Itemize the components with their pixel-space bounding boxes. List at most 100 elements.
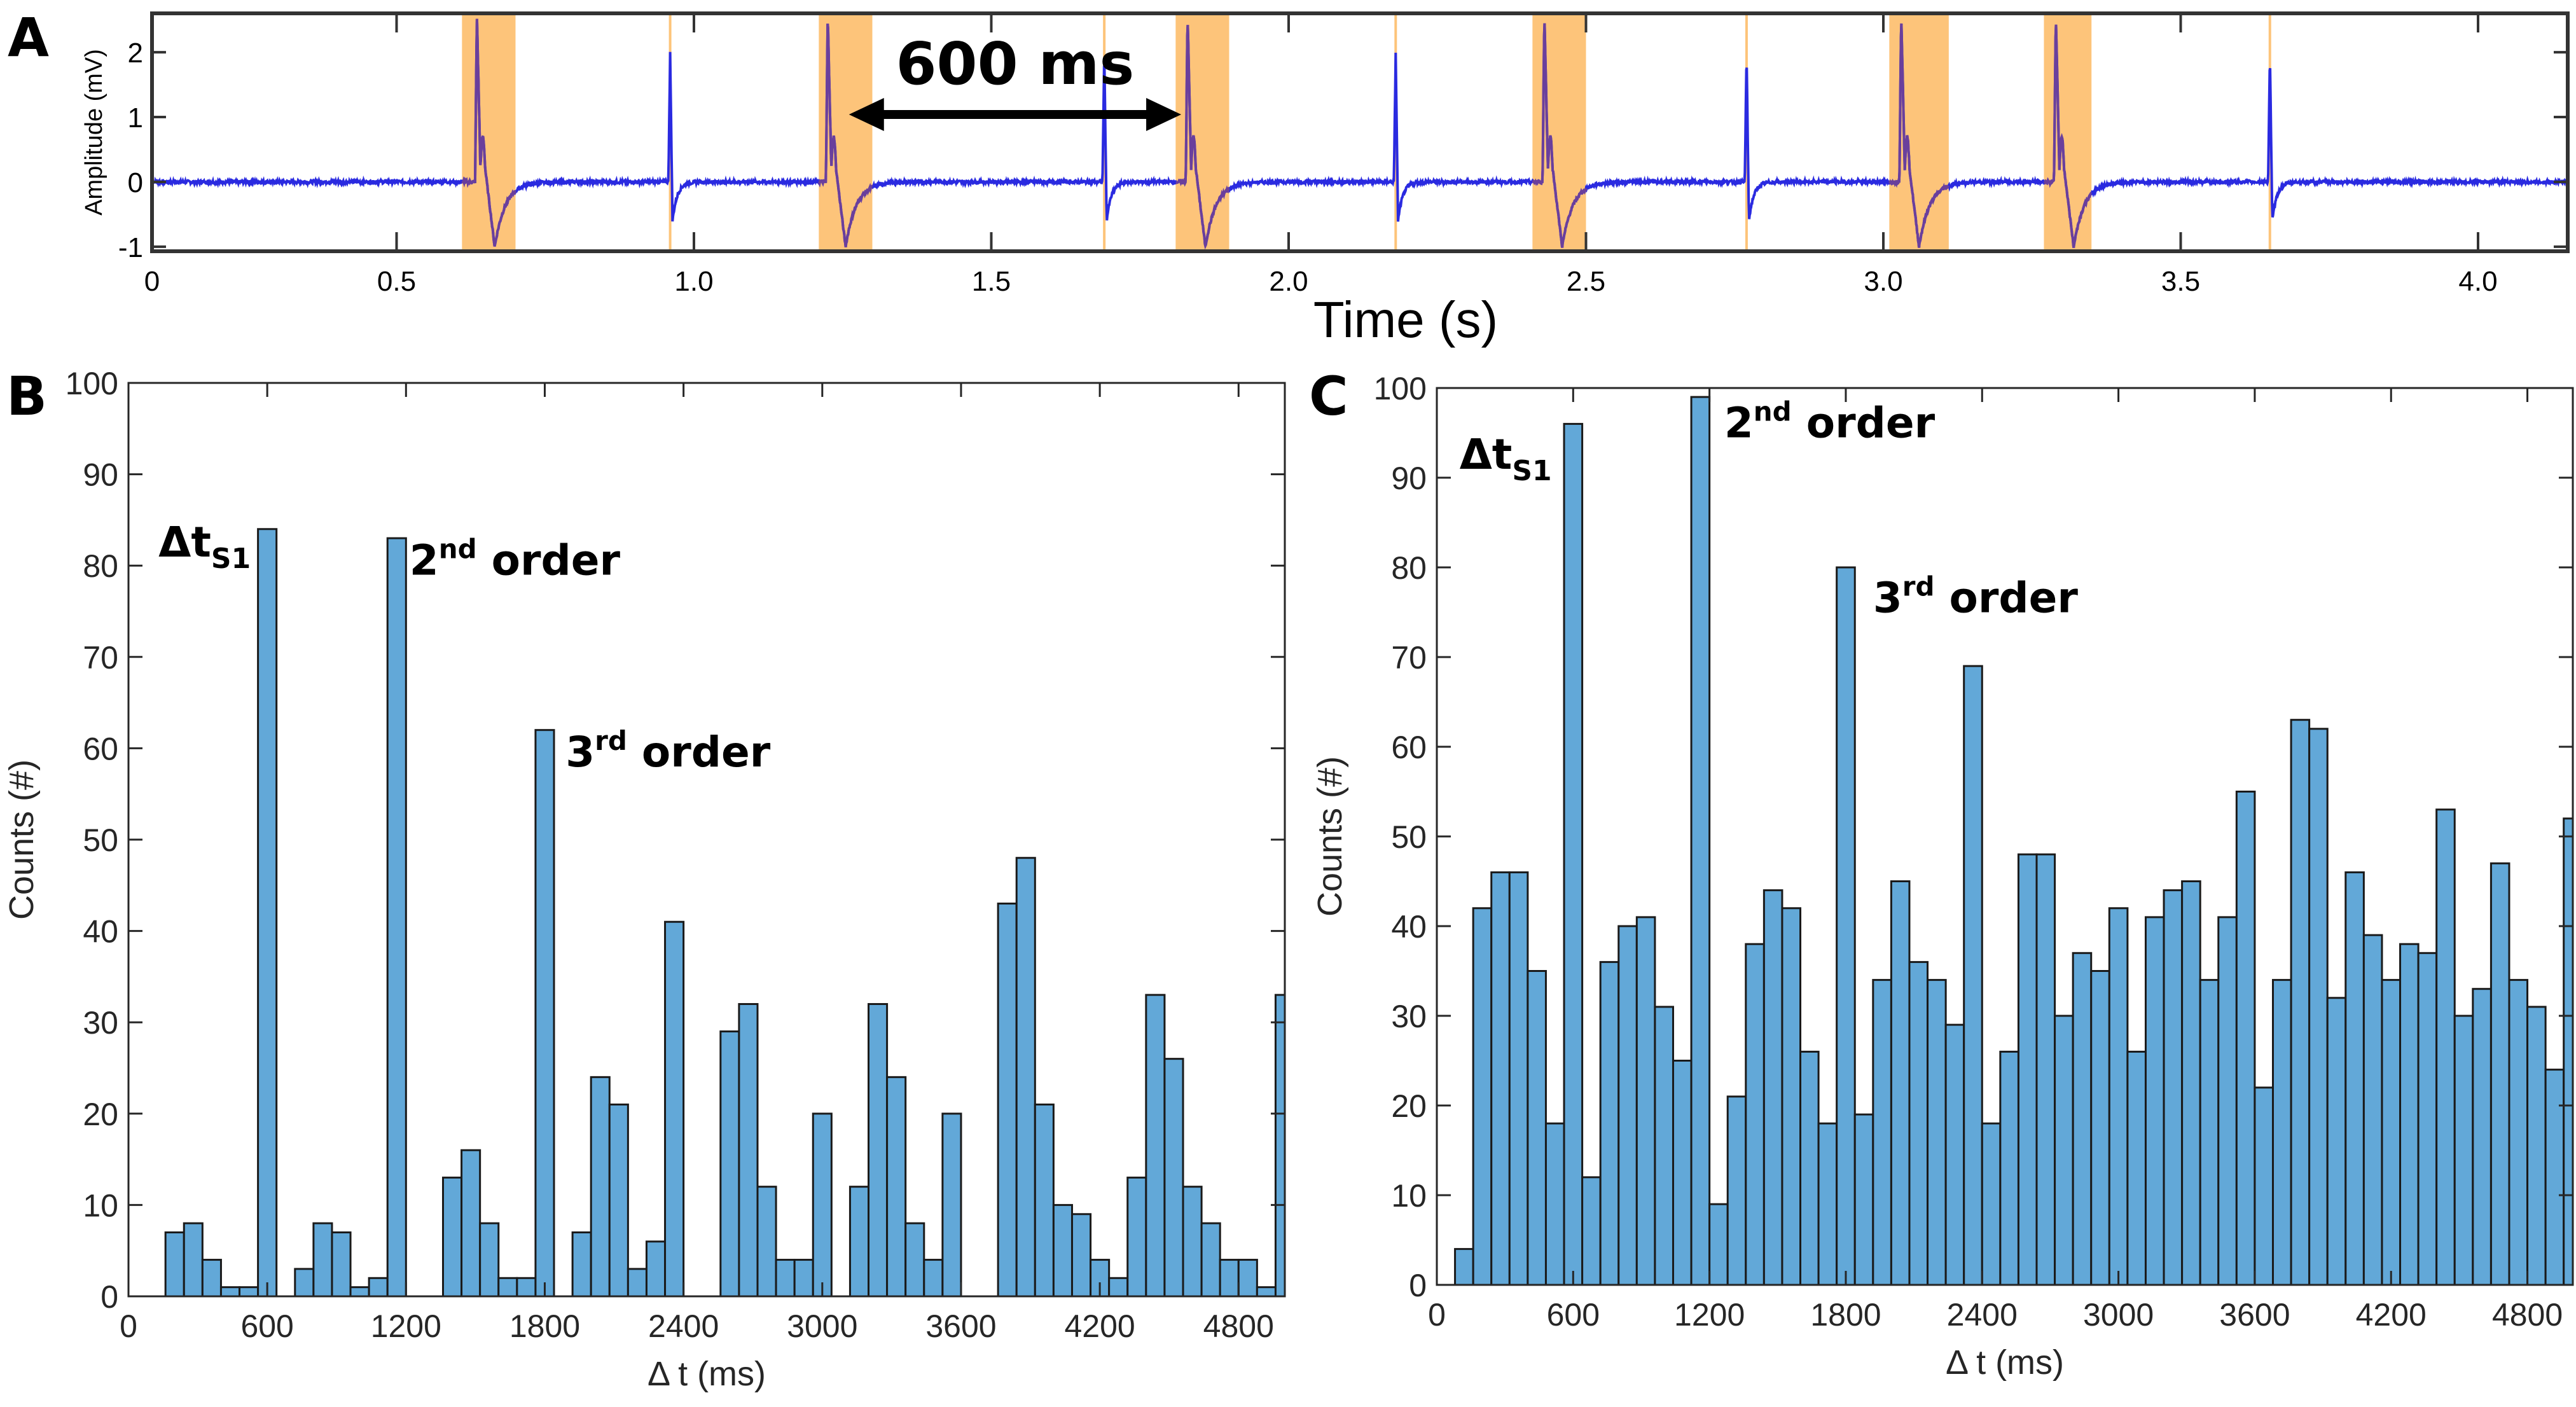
- plot-area: [128, 383, 1285, 1296]
- histogram-bar: [1219, 1259, 1240, 1298]
- histogram-bar: [608, 1103, 629, 1298]
- x-tick-label: 2.5: [1567, 266, 1605, 297]
- histogram-bar: [1274, 994, 1286, 1298]
- voltage-trace: [151, 18, 2569, 249]
- x-tick-label: 3000: [787, 1308, 857, 1344]
- histogram-bar: [1544, 1122, 1565, 1286]
- x-tick-label: 0: [144, 266, 160, 297]
- y-tick-label: 30: [83, 1005, 118, 1041]
- histogram-bar: [2199, 979, 2220, 1286]
- histogram-bar: [1599, 960, 1620, 1286]
- histogram-bar: [848, 1186, 870, 1298]
- histogram-bar: [479, 1222, 500, 1298]
- histogram-bar: [1745, 943, 1765, 1286]
- histogram-bar: [1635, 916, 1656, 1286]
- panel-c-histogram: C 0 600 1200 1800 2400 3000 3600 4200 4800 0 10 20 30…: [1309, 365, 2574, 1382]
- histogram-bar: [1454, 1248, 1474, 1286]
- histogram-bar: [645, 1240, 667, 1298]
- histogram-bar: [2326, 997, 2347, 1286]
- y-tick-label: 80: [83, 548, 118, 584]
- x-tick-label: 4200: [1065, 1308, 1135, 1344]
- x-tick-label: 4.0: [2458, 266, 2497, 297]
- x-tick-label: 4800: [2492, 1297, 2563, 1333]
- y-tick-label: 60: [83, 731, 118, 766]
- y-tick-label: 80: [1391, 550, 1427, 586]
- y-axis-label: Counts (#): [3, 759, 41, 920]
- histogram-bar: [516, 1277, 537, 1298]
- histogram-bar: [1200, 1222, 1221, 1298]
- histogram-bar: [183, 1222, 204, 1298]
- histogram-bar: [664, 920, 685, 1298]
- y-tick-label: -1: [118, 232, 143, 263]
- histogram-bar: [1690, 396, 1711, 1286]
- histogram-bar: [2508, 979, 2529, 1286]
- histogram-bar: [164, 1231, 185, 1298]
- y-tick-label: 0: [100, 1279, 118, 1315]
- x-tick-label: 0.5: [377, 266, 416, 297]
- y-tick-label: 50: [83, 822, 118, 858]
- y-tick-label: 90: [83, 457, 118, 493]
- histogram-bar: [2126, 1050, 2147, 1286]
- peak-annotation: ΔtS1: [1460, 430, 1552, 487]
- histogram-bar: [239, 1286, 260, 1298]
- annotation-main: 3: [1873, 574, 1902, 623]
- histogram-bar: [1237, 1259, 1258, 1298]
- histogram-bar: [2163, 889, 2184, 1286]
- y-axis-label: Counts (#): [1311, 756, 1349, 917]
- y-tick-label: 30: [1391, 999, 1427, 1034]
- histogram-bar: [497, 1277, 518, 1298]
- highlighted-trace-segment: [1532, 23, 1588, 248]
- histogram-bar: [2072, 952, 2093, 1286]
- histogram-bar: [2453, 1015, 2474, 1286]
- interval-label: 600 ms: [896, 30, 1135, 98]
- histogram-bar: [1817, 1122, 1838, 1286]
- histogram-bar: [1981, 1122, 2002, 1286]
- histogram-bar: [1944, 1023, 1965, 1286]
- histogram-bar: [1182, 1186, 1203, 1298]
- highlighted-trace-segment: [1175, 25, 1230, 249]
- y-axis-label: Amplitude (mV): [81, 49, 107, 216]
- x-tick-label: 4200: [2356, 1297, 2427, 1333]
- histogram-bar: [1034, 1103, 1055, 1298]
- peak-annotation: 3rd order: [1873, 571, 2079, 623]
- x-tick-label: 3600: [925, 1308, 996, 1344]
- histogram-bar: [1052, 1203, 1073, 1298]
- histogram-bar: [627, 1268, 647, 1298]
- histogram-bar: [534, 729, 555, 1298]
- x-axis-label: Time (s): [1313, 291, 1498, 348]
- histogram-bar: [2181, 880, 2201, 1286]
- histogram-bar: [2254, 1086, 2274, 1286]
- histogram-bar: [2271, 979, 2292, 1286]
- histogram-bar: [1490, 871, 1511, 1286]
- highlighted-trace-segment: [817, 24, 873, 247]
- peak-annotation: 2nd order: [410, 534, 621, 585]
- histogram-bar: [2144, 916, 2165, 1286]
- histogram-bar: [1617, 925, 1638, 1286]
- y-tick-label: 2: [128, 38, 143, 69]
- histogram-bar: [1927, 979, 1947, 1286]
- x-tick-label: 4800: [1203, 1308, 1274, 1344]
- arrow-left-head-icon: [848, 98, 884, 131]
- histogram-bar: [941, 1112, 962, 1298]
- peak-annotation: ΔtS1: [158, 518, 251, 575]
- y-tick-label: 100: [66, 366, 118, 401]
- x-tick-label: 3600: [2219, 1297, 2290, 1333]
- x-tick-label: 1200: [371, 1308, 441, 1344]
- histogram-bar: [2489, 862, 2510, 1286]
- annotation-superscript: rd: [1902, 571, 1935, 602]
- histogram-bar: [2472, 988, 2492, 1286]
- histogram-bar: [1999, 1050, 2019, 1286]
- x-tick-label: 600: [1547, 1297, 1600, 1333]
- histogram-bar: [756, 1186, 777, 1298]
- y-tick-label: 20: [83, 1097, 118, 1132]
- annotation-text: order: [1935, 574, 2079, 623]
- histogram-bar: [2381, 979, 2402, 1286]
- x-tick-label: 0: [1428, 1297, 1446, 1333]
- annotation-subscript: S1: [211, 543, 251, 575]
- annotation-text: order: [627, 728, 771, 777]
- histogram-bar: [2344, 871, 2365, 1286]
- histogram-bar: [2399, 943, 2420, 1286]
- histogram-bar: [312, 1222, 333, 1298]
- peak-annotation: 3rd order: [565, 725, 771, 777]
- y-tick-label: 20: [1391, 1088, 1427, 1124]
